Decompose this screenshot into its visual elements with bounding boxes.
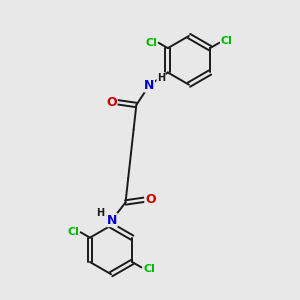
Text: H: H [96,208,104,218]
Text: Cl: Cl [67,227,79,237]
Text: Cl: Cl [143,264,155,274]
Text: Cl: Cl [145,38,157,48]
Text: O: O [145,193,155,206]
Text: Cl: Cl [221,36,233,46]
Text: H: H [157,73,165,83]
Text: N: N [144,79,154,92]
Text: N: N [107,214,117,226]
Text: O: O [106,96,117,109]
